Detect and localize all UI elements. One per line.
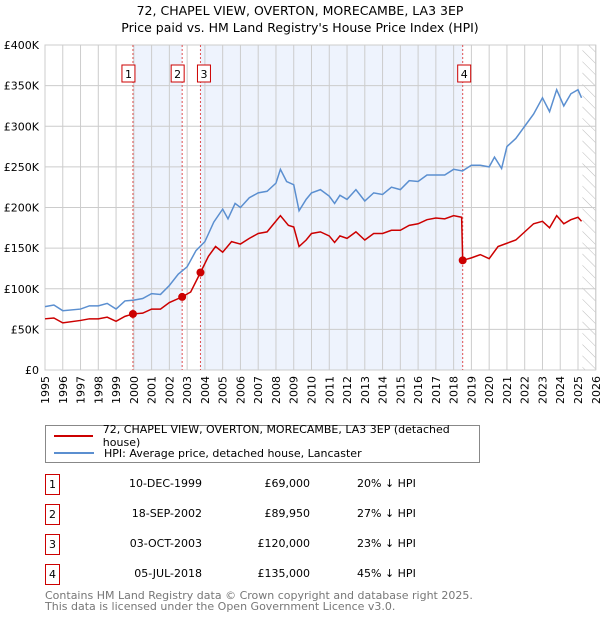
legend-swatch-property [54, 435, 93, 437]
sale-hpi-diff: 23% ↓ HPI [357, 537, 416, 550]
sale-number-label: 2 [174, 68, 181, 81]
sale-price: £89,950 [264, 507, 311, 520]
x-tick-label: 2004 [199, 376, 212, 404]
sale-date: 18-SEP-2002 [131, 507, 202, 520]
x-tick-label: 1999 [110, 376, 123, 404]
sale-date: 05-JUL-2018 [134, 567, 202, 580]
table-row: 1 10-DEC-1999 £69,000 20% ↓ HPI [45, 474, 545, 495]
x-tick-label: 2020 [483, 376, 496, 404]
x-tick-label: 2016 [412, 376, 425, 404]
x-tick-label: 2021 [501, 376, 514, 404]
price-chart: 1995 1996 1997 1998 1999 2000 2001 2002 2003 2004… [4, 39, 600, 404]
y-tick-label: £400K [4, 39, 40, 52]
sale-hpi-diff: 27% ↓ HPI [357, 507, 416, 520]
legend: 72, CHAPEL VIEW, OVERTON, MORECAMBE, LA3… [45, 423, 480, 463]
x-tick-label: 2002 [163, 376, 176, 404]
table-row: 4 05-JUL-2018 £135,000 45% ↓ HPI [45, 564, 545, 585]
sale-point [128, 309, 137, 318]
x-tick-label: 2010 [306, 376, 319, 404]
x-tick-label: 2023 [536, 376, 549, 404]
x-tick-label: 2022 [519, 376, 532, 404]
sale-number-box [457, 64, 472, 83]
x-tick-label: 2001 [146, 376, 159, 404]
sale-number-label: 4 [461, 68, 468, 81]
sale-number-label: 1 [125, 68, 132, 81]
legend-label-property: 72, CHAPEL VIEW, OVERTON, MORECAMBE, LA3… [102, 423, 450, 449]
table-row: 2 18-SEP-2002 £89,950 27% ↓ HPI [45, 504, 545, 525]
x-tick-label: 2009 [288, 376, 301, 404]
y-tick-label: £100K [4, 283, 40, 296]
legend-label-hpi: HPI: Average price, detached house, Lanc… [104, 446, 362, 460]
footer-licence: This data is licensed under the Open Gov… [45, 600, 396, 613]
x-tick-label: 2015 [394, 376, 407, 404]
sale-marker-number: 3 [45, 534, 60, 555]
sale-point [196, 268, 205, 277]
chart-title: 72, CHAPEL VIEW, OVERTON, MORECAMBE, LA3… [136, 3, 464, 18]
y-tick-label: £200K [4, 202, 40, 215]
sale-number-box [196, 64, 211, 83]
x-tick-label: 2017 [430, 376, 443, 404]
x-tick-label: 2003 [181, 376, 194, 404]
sale-date: 03-OCT-2003 [129, 537, 202, 550]
x-tick-label: 2007 [252, 376, 265, 404]
sale-number-box [121, 64, 136, 83]
x-tick-label: 2018 [448, 376, 461, 404]
x-tick-label: 2026 [590, 376, 600, 404]
table-row: 3 03-OCT-2003 £120,000 23% ↓ HPI [45, 534, 545, 555]
sale-price: £69,000 [264, 477, 311, 490]
y-tick-label: £250K [4, 161, 40, 174]
sale-number-box [170, 64, 185, 83]
x-tick-label: 1997 [75, 376, 88, 404]
property-price-line [44, 214, 583, 324]
x-tick-label: 1996 [57, 376, 70, 404]
x-tick-label: 2019 [465, 376, 478, 404]
sale-point [458, 256, 467, 265]
sale-marker-number: 4 [45, 564, 60, 585]
y-tick-label: £300K [4, 120, 40, 133]
x-tick-label: 1995 [39, 376, 52, 404]
x-tick-label: 1998 [92, 376, 105, 404]
x-tick-label: 2012 [341, 376, 354, 404]
x-tick-label: 2024 [554, 376, 567, 404]
hpi-line [44, 87, 583, 312]
x-tick-label: 2025 [572, 376, 585, 404]
sale-date: 10-DEC-1999 [128, 477, 202, 490]
x-tick-label: 2014 [377, 376, 390, 404]
x-tick-label: 2006 [234, 376, 247, 404]
y-tick-label: £0 [25, 364, 39, 377]
sale-price: £135,000 [257, 567, 311, 580]
sale-marker-number: 2 [45, 504, 60, 525]
sale-marker-number: 1 [45, 474, 60, 495]
x-tick-label: 2008 [270, 376, 283, 404]
sale-number-label: 3 [200, 68, 207, 81]
sale-point [178, 292, 187, 301]
x-tick-label: 2005 [217, 376, 230, 404]
x-tick-label: 2000 [128, 376, 141, 404]
footer-copyright: Contains HM Land Registry data © Crown c… [45, 589, 473, 602]
sale-hpi-diff: 20% ↓ HPI [357, 477, 416, 490]
y-tick-label: £350K [4, 80, 40, 93]
plot-border [44, 44, 597, 371]
y-tick-label: £150K [4, 242, 40, 255]
sale-price: £120,000 [257, 537, 311, 550]
x-tick-label: 2011 [323, 376, 336, 404]
y-tick-label: £50K [11, 323, 40, 336]
x-tick-label: 2013 [359, 376, 372, 404]
sale-hpi-diff: 45% ↓ HPI [357, 567, 416, 580]
chart-subtitle: Price paid vs. HM Land Registry's House … [121, 20, 479, 35]
legend-swatch-hpi [54, 452, 94, 454]
